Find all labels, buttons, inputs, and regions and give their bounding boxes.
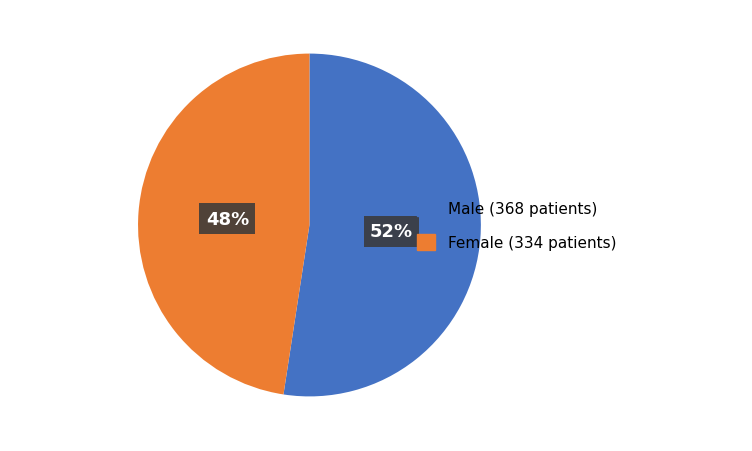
- Text: 52%: 52%: [370, 223, 413, 241]
- Legend: Male (368 patients), Female (334 patients): Male (368 patients), Female (334 patient…: [411, 194, 622, 257]
- Wedge shape: [284, 55, 481, 396]
- Wedge shape: [138, 55, 310, 395]
- Text: 48%: 48%: [206, 210, 249, 228]
